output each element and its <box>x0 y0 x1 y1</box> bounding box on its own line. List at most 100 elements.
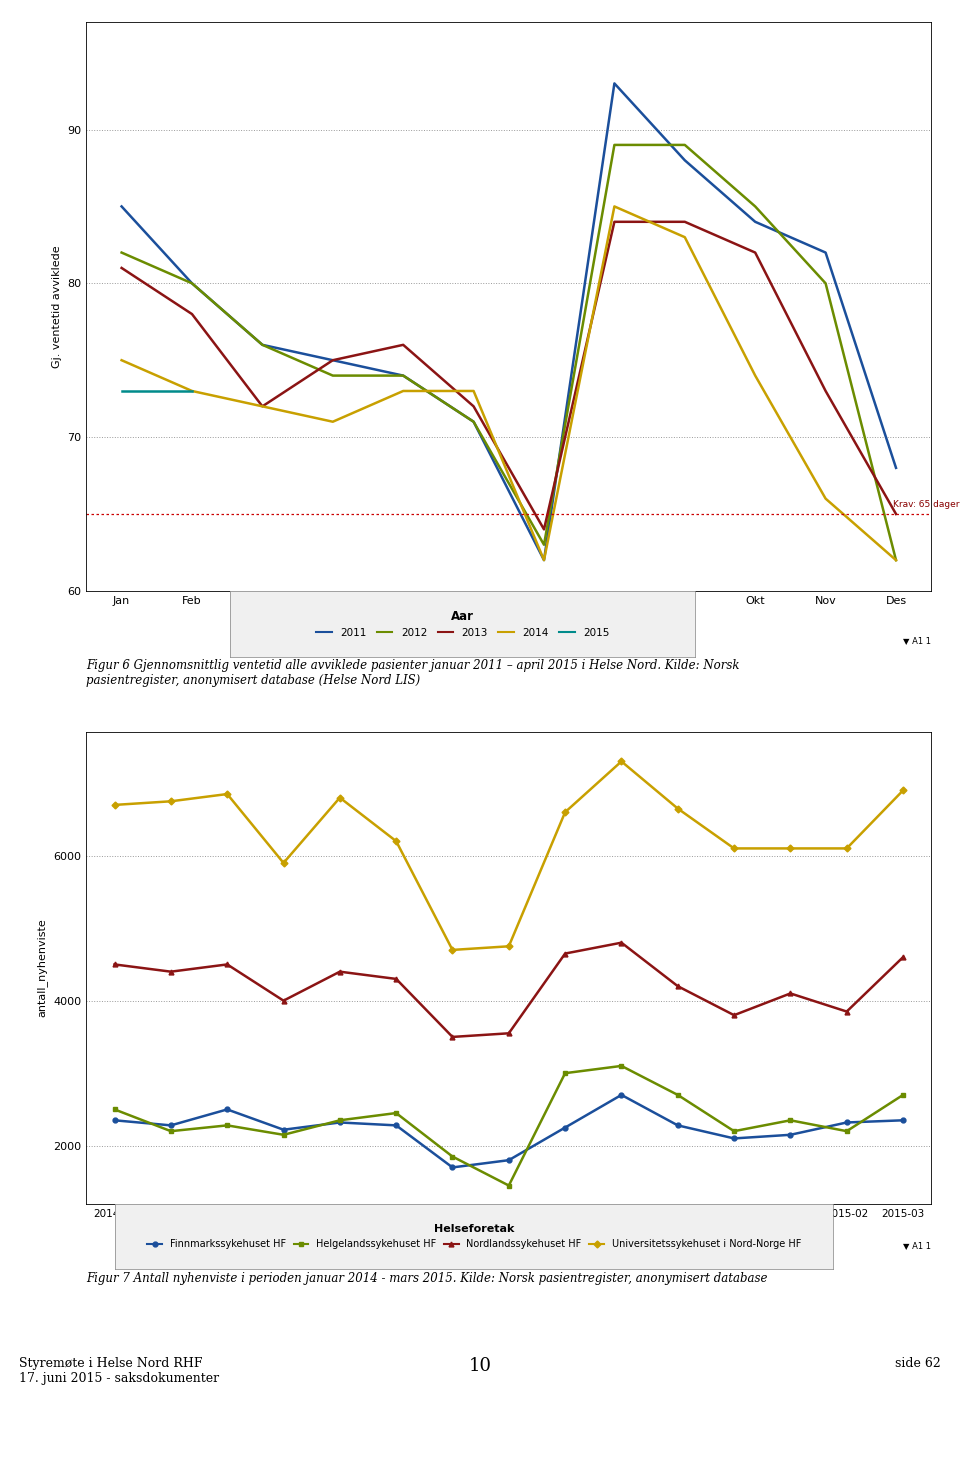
2011 <box>679 152 690 169</box>
2012 <box>327 366 339 384</box>
2013 <box>116 260 128 277</box>
Universitetssykehuset i Nord-Norge HF <box>165 792 177 810</box>
Finnmarkssykehuset HF <box>391 1116 402 1134</box>
Nordlandssykehuset HF <box>334 963 346 980</box>
Finnmarkssykehuset HF <box>784 1126 796 1144</box>
2014 <box>186 382 198 400</box>
2012 <box>820 274 831 292</box>
Universitetssykehuset i Nord-Norge HF <box>277 854 289 871</box>
Line: Universitetssykehuset i Nord-Norge HF: Universitetssykehuset i Nord-Norge HF <box>112 759 905 953</box>
Nordlandssykehuset HF <box>729 1007 740 1024</box>
2012 <box>468 413 479 430</box>
2012 <box>890 552 901 569</box>
Nordlandssykehuset HF <box>898 948 909 966</box>
Helgelandssykehuset HF <box>784 1112 796 1129</box>
Finnmarkssykehuset HF <box>277 1121 289 1138</box>
2013 <box>539 521 550 538</box>
Universitetssykehuset i Nord-Norge HF <box>898 782 909 800</box>
Line: 2014: 2014 <box>122 206 896 560</box>
Finnmarkssykehuset HF <box>222 1100 233 1118</box>
Legend: Finnmarkssykehuset HF, Helgelandssykehuset HF, Nordlandssykehuset HF, Universite: Finnmarkssykehuset HF, Helgelandssykehus… <box>143 1220 805 1253</box>
Helgelandssykehuset HF <box>277 1126 289 1144</box>
Universitetssykehuset i Nord-Norge HF <box>222 785 233 802</box>
2013 <box>468 398 479 416</box>
Universitetssykehuset i Nord-Norge HF <box>560 804 571 821</box>
Helgelandssykehuset HF <box>222 1116 233 1134</box>
Helgelandssykehuset HF <box>672 1085 684 1103</box>
Line: Finnmarkssykehuset HF: Finnmarkssykehuset HF <box>112 1093 905 1170</box>
Nordlandssykehuset HF <box>391 970 402 988</box>
Finnmarkssykehuset HF <box>108 1112 120 1129</box>
2011 <box>327 352 339 369</box>
Helgelandssykehuset HF <box>729 1122 740 1139</box>
Finnmarkssykehuset HF <box>560 1119 571 1137</box>
2014 <box>539 552 550 569</box>
Nordlandssykehuset HF <box>446 1029 458 1046</box>
2014 <box>820 490 831 508</box>
Helgelandssykehuset HF <box>165 1122 177 1139</box>
Helgelandssykehuset HF <box>334 1112 346 1129</box>
Nordlandssykehuset HF <box>560 945 571 963</box>
Text: Styremøte i Helse Nord RHF
17. juni 2015 - saksdokumenter: Styremøte i Helse Nord RHF 17. juni 2015… <box>19 1357 219 1385</box>
Helgelandssykehuset HF <box>615 1058 627 1075</box>
2011 <box>397 366 409 384</box>
2013 <box>256 398 268 416</box>
2011 <box>750 213 761 231</box>
Line: Helgelandssykehuset HF: Helgelandssykehuset HF <box>112 1064 905 1188</box>
2013 <box>186 305 198 322</box>
Universitetssykehuset i Nord-Norge HF <box>672 800 684 817</box>
2013 <box>609 213 620 231</box>
Nordlandssykehuset HF <box>672 978 684 995</box>
Universitetssykehuset i Nord-Norge HF <box>334 789 346 807</box>
2012 <box>116 244 128 261</box>
2012 <box>397 366 409 384</box>
2012 <box>256 336 268 353</box>
Text: Figur 6 Gjennomsnittlig ventetid alle avviklede pasienter januar 2011 – april 20: Figur 6 Gjennomsnittlig ventetid alle av… <box>86 659 740 687</box>
2013 <box>750 244 761 261</box>
Text: ▼ A1 1: ▼ A1 1 <box>903 1242 931 1250</box>
2013 <box>397 336 409 353</box>
Universitetssykehuset i Nord-Norge HF <box>841 840 852 858</box>
Finnmarkssykehuset HF <box>729 1129 740 1147</box>
Line: Nordlandssykehuset HF: Nordlandssykehuset HF <box>112 940 905 1039</box>
Finnmarkssykehuset HF <box>503 1151 515 1169</box>
2015 <box>116 382 128 400</box>
Helgelandssykehuset HF <box>503 1177 515 1195</box>
2014 <box>890 552 901 569</box>
Nordlandssykehuset HF <box>784 985 796 1002</box>
2014 <box>609 197 620 214</box>
Nordlandssykehuset HF <box>165 963 177 980</box>
Universitetssykehuset i Nord-Norge HF <box>503 938 515 956</box>
Helgelandssykehuset HF <box>391 1104 402 1122</box>
Text: Krav: 65 dager: Krav: 65 dager <box>893 500 959 509</box>
Finnmarkssykehuset HF <box>334 1113 346 1131</box>
Line: 2011: 2011 <box>122 83 896 560</box>
Nordlandssykehuset HF <box>277 992 289 1010</box>
2011 <box>186 274 198 292</box>
Finnmarkssykehuset HF <box>615 1085 627 1103</box>
2012 <box>679 136 690 153</box>
2014 <box>256 398 268 416</box>
2014 <box>679 229 690 247</box>
Finnmarkssykehuset HF <box>672 1116 684 1134</box>
Nordlandssykehuset HF <box>503 1024 515 1042</box>
2012 <box>186 274 198 292</box>
2011 <box>468 413 479 430</box>
Y-axis label: antall_nyhenviste: antall_nyhenviste <box>36 919 48 1017</box>
Y-axis label: Gj. ventetid avviklede: Gj. ventetid avviklede <box>52 245 61 368</box>
2011 <box>890 460 901 477</box>
Helgelandssykehuset HF <box>446 1148 458 1166</box>
2011 <box>609 74 620 92</box>
Universitetssykehuset i Nord-Norge HF <box>391 833 402 851</box>
2015 <box>186 382 198 400</box>
Line: 2013: 2013 <box>122 222 896 530</box>
Universitetssykehuset i Nord-Norge HF <box>446 941 458 959</box>
X-axis label: nyhenv_mnd: nyhenv_mnd <box>465 1223 553 1236</box>
2014 <box>468 382 479 400</box>
Helgelandssykehuset HF <box>560 1065 571 1083</box>
Nordlandssykehuset HF <box>108 956 120 973</box>
2012 <box>750 197 761 214</box>
2013 <box>327 352 339 369</box>
Line: 2012: 2012 <box>122 144 896 560</box>
Text: Figur 7 Antall nyhenviste i perioden januar 2014 - mars 2015. Kilde: Norsk pasie: Figur 7 Antall nyhenviste i perioden jan… <box>86 1272 768 1285</box>
